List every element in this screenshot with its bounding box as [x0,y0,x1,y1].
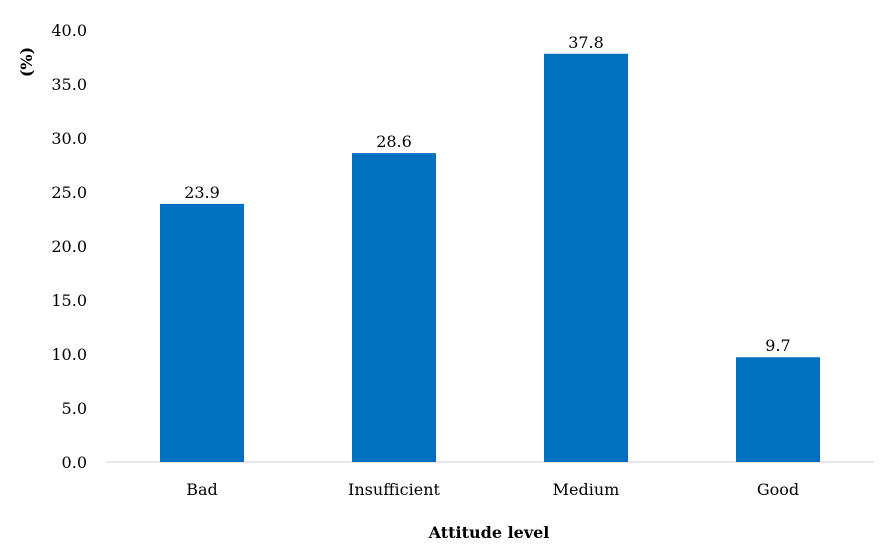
x-tick-label: Bad [186,480,218,499]
y-axis-ticks: 0.0 5.0 10.0 15.0 20.0 25.0 30.0 35.0 40.0 [51,21,87,472]
bar-value-label: 28.6 [376,132,412,151]
data-labels: 23.9 28.6 37.8 9.7 [184,33,791,355]
bar-value-label: 9.7 [765,336,790,355]
y-tick-label: 10.0 [51,345,87,364]
bars [160,53,820,462]
y-tick-label: 30.0 [51,129,87,148]
y-tick-label: 25.0 [51,183,87,202]
y-tick-label: 15.0 [51,291,87,310]
bar [160,203,244,462]
y-tick-label: 20.0 [51,237,87,256]
bar [544,53,628,462]
y-tick-label: 0.0 [62,453,87,472]
x-tick-label: Good [757,480,799,499]
y-tick-label: 35.0 [51,75,87,94]
x-axis-title: Attitude level [428,523,550,542]
bar [352,153,436,462]
y-tick-label: 5.0 [62,399,87,418]
bar [736,357,820,462]
bar-value-label: 37.8 [568,33,604,52]
x-axis-ticks: Bad Insufficient Medium Good [186,480,799,499]
y-axis-title: (%) [17,47,36,77]
x-tick-label: Insufficient [348,480,440,499]
bar-value-label: 23.9 [184,183,220,202]
y-tick-label: 40.0 [51,21,87,40]
x-tick-label: Medium [553,480,620,499]
